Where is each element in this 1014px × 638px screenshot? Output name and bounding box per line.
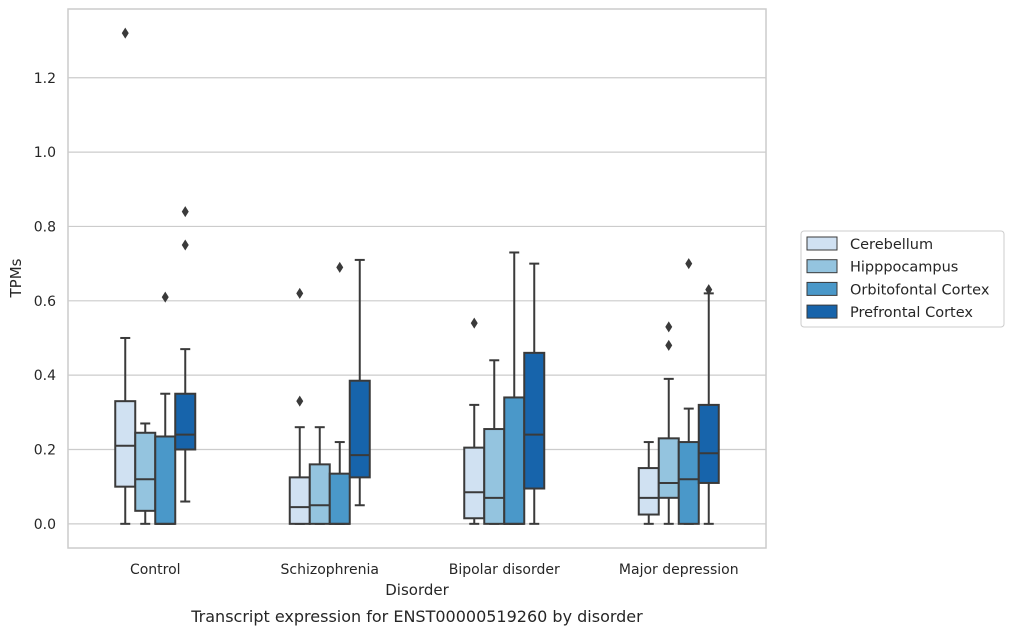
- plot-frame: [67, 8, 767, 549]
- legend: Cerebellum Hipppocampus Orbitofontal Corte…: [800, 230, 1005, 328]
- box: [328, 472, 351, 525]
- box-group: [657, 321, 680, 525]
- box-group: [483, 359, 506, 525]
- legend-label: Orbitofontal Cortex: [850, 282, 990, 298]
- box-group: [308, 426, 331, 525]
- y-tick-label: 0.6: [34, 294, 56, 310]
- y-tick-label: 1.2: [34, 71, 56, 87]
- legend-swatch: [806, 236, 838, 251]
- box: [154, 435, 177, 525]
- legend-label: Hipppocampus: [850, 260, 958, 276]
- box-group: [174, 206, 197, 503]
- box: [697, 403, 720, 484]
- outlier-point: [470, 317, 478, 329]
- box-group: [523, 262, 546, 525]
- box: [503, 396, 526, 525]
- box: [463, 446, 486, 520]
- outlier-point: [181, 239, 189, 251]
- box: [174, 392, 197, 451]
- outlier-point: [665, 321, 673, 333]
- x-tick-labels: Control Schizophrenia Bipolar disorder Majo…: [130, 562, 739, 578]
- legend-swatch: [806, 281, 838, 296]
- box-group: [503, 251, 526, 525]
- y-tick-label: 0.2: [34, 442, 56, 458]
- box-group: [463, 317, 486, 525]
- box: [288, 476, 311, 525]
- chart-caption: Transcript expression for ENST0000051926…: [190, 607, 643, 626]
- y-axis-title: TPMs: [7, 258, 25, 298]
- box-group: [637, 441, 660, 525]
- box: [483, 428, 506, 525]
- box-group: [328, 261, 351, 525]
- legend-swatch: [806, 259, 838, 274]
- outlier-point: [336, 261, 344, 273]
- legend-label: Prefrontal Cortex: [850, 305, 973, 321]
- box-group: [348, 258, 371, 507]
- box: [523, 351, 546, 490]
- x-tick-label: Schizophrenia: [281, 562, 379, 578]
- outlier-point: [705, 284, 713, 296]
- box: [657, 437, 680, 499]
- outlier-point: [296, 287, 304, 299]
- box-group: [677, 258, 700, 525]
- y-tick-labels: 0.0 0.2 0.4 0.6 0.8 1.0 1.2: [34, 71, 56, 533]
- x-axis-title: Disorder: [385, 581, 449, 599]
- legend-swatch: [806, 304, 838, 319]
- outlier-point: [296, 395, 304, 407]
- legend-label: Cerebellum: [850, 237, 933, 253]
- x-tick-label: Control: [130, 562, 181, 578]
- box: [114, 400, 137, 488]
- y-tick-label: 1.0: [34, 145, 56, 161]
- box: [677, 441, 700, 525]
- outlier-point: [665, 339, 673, 351]
- y-tick-label: 0.0: [34, 517, 56, 533]
- box-group: [288, 287, 311, 525]
- legend-frame: [800, 230, 1005, 328]
- box: [348, 379, 371, 479]
- y-tick-label: 0.4: [34, 368, 56, 384]
- box-group: [134, 422, 157, 525]
- outlier-point: [685, 258, 693, 270]
- outlier-point: [161, 291, 169, 303]
- x-tick-label: Major depression: [619, 562, 739, 578]
- box-group: [697, 284, 720, 525]
- box-group: [154, 291, 177, 525]
- box: [308, 463, 331, 525]
- box: [637, 467, 660, 516]
- y-tick-label: 0.8: [34, 219, 56, 235]
- outlier-point: [181, 206, 189, 218]
- box-group: [114, 27, 137, 525]
- x-tick-label: Bipolar disorder: [449, 562, 560, 578]
- outlier-point: [121, 27, 129, 39]
- box: [134, 431, 157, 512]
- boxplot-series: [114, 27, 720, 525]
